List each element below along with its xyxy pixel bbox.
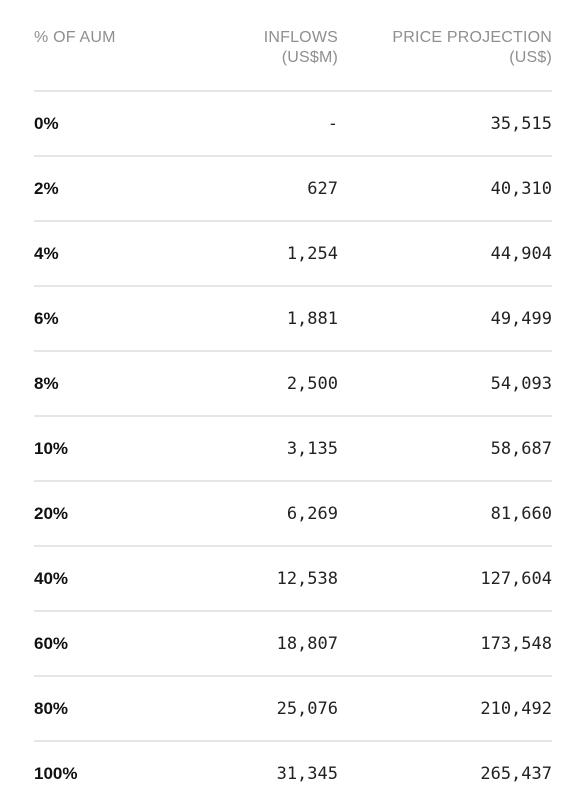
aum-cell: 40% <box>34 568 69 588</box>
aum-cell: 6% <box>34 308 59 328</box>
inflows-cell: 12,538 <box>276 568 338 589</box>
inflows-cell: 3,135 <box>286 438 338 459</box>
price-cell: 173,548 <box>480 633 552 654</box>
header-aum: % OF AUM <box>34 28 116 48</box>
price-cell: 81,660 <box>490 503 552 524</box>
header-inflows-label: INFLOWS <box>263 29 338 46</box>
aum-cell: 10% <box>34 438 69 458</box>
header-price-unit: (US$) <box>509 49 552 66</box>
price-cell: 127,604 <box>480 568 552 589</box>
aum-cell: 60% <box>34 633 69 653</box>
price-cell: 265,437 <box>480 763 552 784</box>
inflows-cell: 6,269 <box>286 503 338 524</box>
aum-cell: 100% <box>34 763 78 783</box>
aum-cell: 0% <box>34 113 59 133</box>
table-row: 100% 31,345 265,437 <box>34 742 552 805</box>
price-cell: 49,499 <box>490 308 552 329</box>
table-row: 60% 18,807 173,548 <box>34 612 552 677</box>
table-row: 6% 1,881 49,499 <box>34 287 552 352</box>
aum-cell: 2% <box>34 178 59 198</box>
price-cell: 44,904 <box>490 243 552 264</box>
table-header: % OF AUM INFLOWS (US$M) PRICE PROJECTION… <box>34 0 552 92</box>
header-price: PRICE PROJECTION (US$) <box>392 28 552 68</box>
projection-table: % OF AUM INFLOWS (US$M) PRICE PROJECTION… <box>34 0 552 805</box>
inflows-cell: 1,254 <box>286 243 338 264</box>
header-inflows-unit: (US$M) <box>281 49 338 66</box>
price-cell: 54,093 <box>490 373 552 394</box>
inflows-cell: 1,881 <box>286 308 338 329</box>
header-price-label: PRICE PROJECTION <box>392 29 552 46</box>
table-row: 4% 1,254 44,904 <box>34 222 552 287</box>
header-aum-label: % OF AUM <box>34 29 116 46</box>
table-row: 20% 6,269 81,660 <box>34 482 552 547</box>
price-cell: 40,310 <box>490 178 552 199</box>
aum-cell: 8% <box>34 373 59 393</box>
table-row: 2% 627 40,310 <box>34 157 552 222</box>
table-row: 80% 25,076 210,492 <box>34 677 552 742</box>
inflows-cell: - <box>327 113 338 134</box>
table-row: 8% 2,500 54,093 <box>34 352 552 417</box>
price-cell: 35,515 <box>490 113 552 134</box>
inflows-cell: 31,345 <box>276 763 338 784</box>
inflows-cell: 25,076 <box>276 698 338 719</box>
inflows-cell: 627 <box>307 178 338 199</box>
aum-cell: 20% <box>34 503 69 523</box>
table-row: 40% 12,538 127,604 <box>34 547 552 612</box>
table-row: 10% 3,135 58,687 <box>34 417 552 482</box>
aum-cell: 4% <box>34 243 59 263</box>
inflows-cell: 2,500 <box>286 373 338 394</box>
price-cell: 210,492 <box>480 698 552 719</box>
table-row: 0% - 35,515 <box>34 92 552 157</box>
aum-cell: 80% <box>34 698 69 718</box>
price-cell: 58,687 <box>490 438 552 459</box>
table-body: 0% - 35,515 2% 627 40,310 4% 1,254 44,904 6% 1,881… <box>34 92 552 805</box>
header-inflows: INFLOWS (US$M) <box>264 28 338 68</box>
inflows-cell: 18,807 <box>276 633 338 654</box>
